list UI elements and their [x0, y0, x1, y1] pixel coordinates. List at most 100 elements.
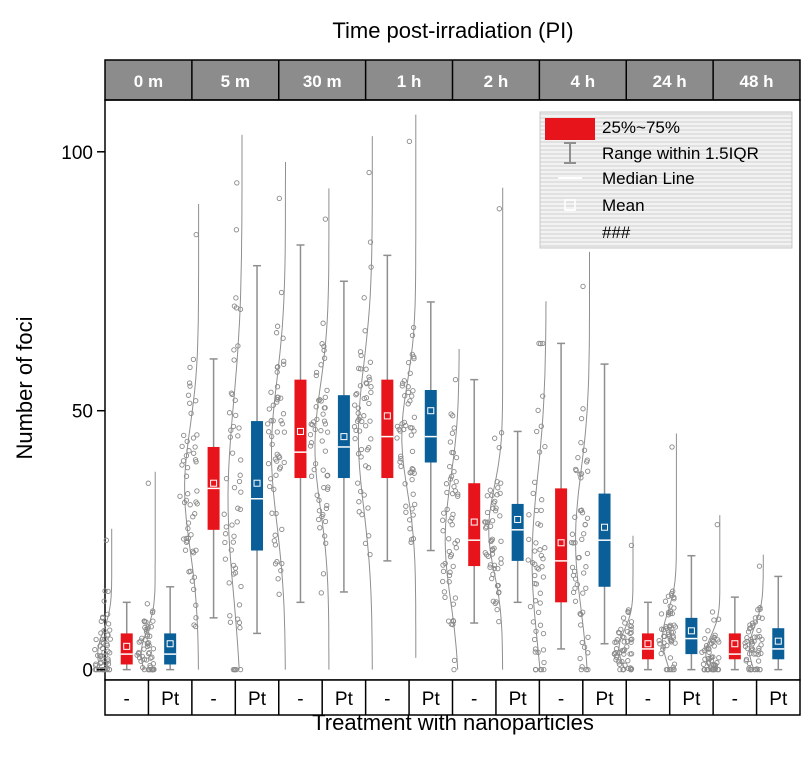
data-point: [531, 636, 538, 643]
data-point: [278, 418, 284, 424]
data-point: [280, 411, 287, 417]
data-point: [356, 365, 362, 372]
data-point: [279, 560, 285, 567]
data-point: [193, 499, 199, 505]
data-point: [533, 628, 539, 634]
data-point: [715, 666, 721, 673]
data-point: [227, 619, 234, 625]
data-point: [451, 425, 457, 431]
data-point: [577, 655, 583, 662]
data-point: [105, 661, 112, 667]
box-group: [482, 187, 524, 670]
data-point: [489, 575, 495, 582]
data-point: [187, 502, 193, 508]
data-point: [191, 622, 197, 628]
data-point: [612, 639, 618, 645]
data-point: [368, 389, 374, 396]
legend-entry-label: ###: [602, 223, 631, 242]
data-point: [628, 637, 634, 643]
data-point: [749, 620, 756, 626]
data-point: [661, 640, 667, 646]
data-point: [279, 526, 285, 533]
data-point: [579, 639, 585, 646]
data-point: [312, 461, 319, 467]
data-point: [187, 383, 193, 389]
data-point: [540, 556, 546, 562]
legend-entry-label: Mean: [602, 196, 645, 215]
box-group: [699, 515, 741, 673]
data-point: [269, 433, 275, 440]
iqr-box: [511, 503, 524, 561]
data-point: [585, 634, 591, 640]
data-point: [97, 660, 104, 667]
box-group: [525, 301, 568, 673]
y-axis: 0 50 100: [61, 143, 105, 682]
data-point: [365, 465, 372, 471]
data-point: [265, 460, 272, 467]
data-point: [483, 525, 489, 531]
data-point: [268, 476, 274, 482]
data-point: [308, 440, 315, 446]
data-point: [585, 650, 591, 656]
data-point: [238, 583, 244, 590]
iqr-box: [381, 379, 394, 479]
mean-marker: [514, 515, 522, 523]
data-point: [709, 637, 716, 643]
data-point: [233, 295, 239, 301]
data-point: [234, 180, 240, 186]
data-point: [699, 649, 705, 655]
data-point: [407, 517, 413, 523]
data-point: [363, 380, 369, 386]
data-point: [627, 651, 633, 657]
data-point: [321, 355, 328, 361]
data-point: [367, 418, 373, 424]
mean-marker: [731, 640, 739, 648]
data-point: [322, 216, 329, 222]
density-curve: [97, 528, 113, 670]
y-tick-label: 100: [61, 143, 93, 164]
data-point: [491, 500, 497, 506]
data-point: [540, 340, 546, 347]
data-point: [410, 512, 416, 518]
data-point: [409, 506, 415, 512]
data-point: [142, 637, 148, 643]
data-point: [575, 454, 581, 461]
data-point: [703, 642, 710, 649]
density-curve: [357, 136, 373, 670]
data-point: [276, 195, 282, 202]
data-point: [628, 639, 634, 645]
data-point: [451, 468, 457, 475]
box-group: [134, 471, 177, 673]
data-point: [702, 656, 708, 662]
data-point: [280, 361, 287, 367]
data-point: [274, 323, 281, 329]
data-point: [105, 621, 112, 627]
data-point: [625, 658, 631, 664]
data-point: [274, 369, 280, 375]
data-point: [455, 493, 461, 499]
data-point: [270, 402, 276, 408]
data-point: [105, 656, 111, 662]
box-group: [742, 554, 785, 673]
data-point: [321, 343, 327, 350]
data-point: [449, 430, 456, 436]
data-point: [665, 593, 672, 599]
data-point: [405, 359, 412, 366]
data-point: [752, 666, 758, 673]
data-point: [231, 357, 237, 363]
data-point: [221, 511, 227, 517]
data-point: [356, 499, 362, 505]
data-point: [569, 531, 576, 537]
data-point: [191, 586, 197, 593]
data-point: [314, 492, 320, 498]
data-point: [659, 626, 665, 632]
data-point: [354, 418, 361, 424]
data-point: [585, 468, 591, 474]
data-point: [191, 574, 198, 580]
data-point: [624, 644, 630, 650]
box-group: [351, 136, 394, 670]
data-point: [627, 622, 633, 629]
box-group: [394, 114, 437, 658]
data-point: [703, 645, 709, 651]
